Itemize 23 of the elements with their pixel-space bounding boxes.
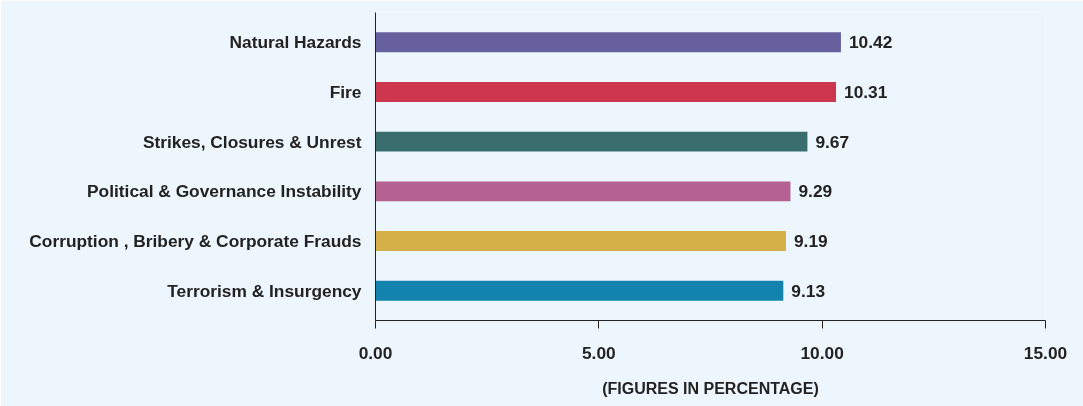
data-label: 9.67 xyxy=(815,131,850,152)
bar xyxy=(375,280,784,301)
bar xyxy=(375,181,791,202)
x-axis-title: (FIGURES IN PERCENTAGE) xyxy=(602,379,819,397)
x-tick-label: 0.00 xyxy=(358,342,393,363)
bar xyxy=(375,32,841,53)
bar xyxy=(375,82,837,102)
data-label: 9.29 xyxy=(798,181,833,202)
y-tick-label: Political & Governance Instability xyxy=(87,181,362,202)
x-tick-label: 5.00 xyxy=(581,342,616,363)
data-label: 9.13 xyxy=(791,280,826,301)
y-tick-label: Natural Hazards xyxy=(229,32,362,53)
x-tick-label: 10.00 xyxy=(800,342,844,363)
x-tick-label: 15.00 xyxy=(1023,342,1068,363)
data-label: 9.19 xyxy=(793,231,828,252)
y-tick-label: Corruption , Bribery & Corporate Frauds xyxy=(29,231,362,252)
y-tick-label: Terrorism & Insurgency xyxy=(167,280,362,301)
bar xyxy=(375,231,786,251)
data-label: 10.31 xyxy=(844,81,888,102)
bar xyxy=(375,131,808,152)
data-label: 10.42 xyxy=(848,32,893,53)
y-tick-label: Fire xyxy=(329,81,362,102)
y-tick-label: Strikes, Closures & Unrest xyxy=(142,131,362,152)
